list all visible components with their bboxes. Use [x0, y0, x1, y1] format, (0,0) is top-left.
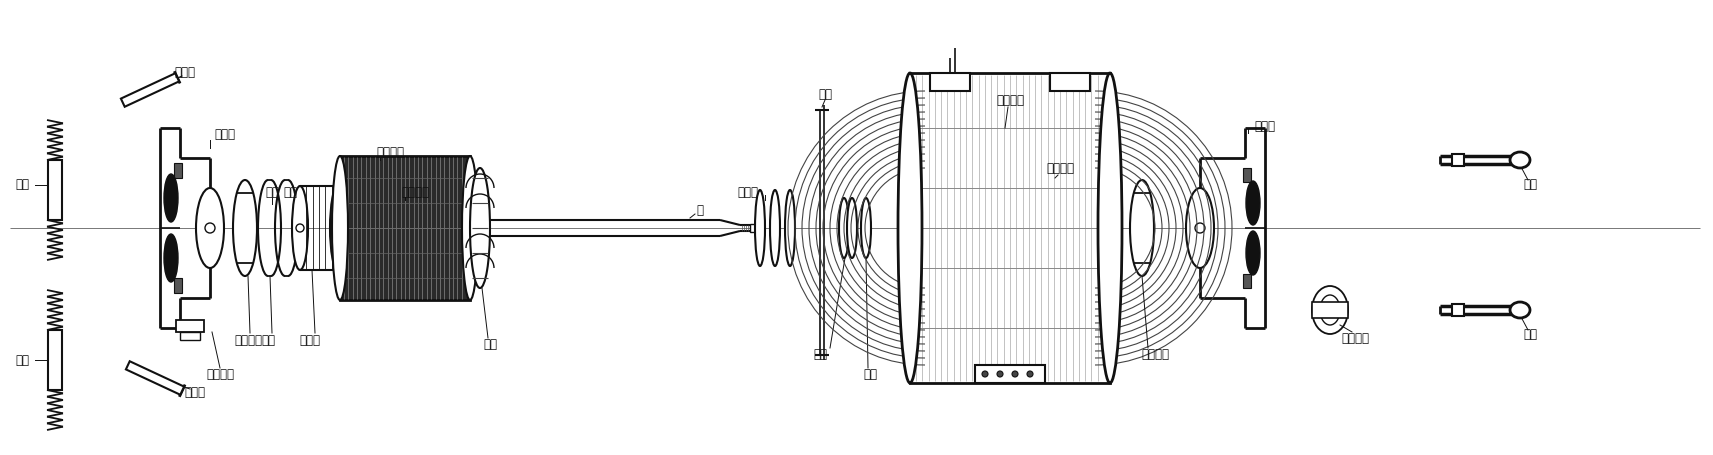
- Bar: [750, 224, 757, 232]
- Text: 后支架: 后支架: [214, 128, 235, 142]
- Bar: [339, 156, 469, 300]
- Text: 瓦垫: 瓦垫: [814, 349, 827, 362]
- Bar: [176, 320, 204, 332]
- Ellipse shape: [1312, 286, 1348, 334]
- Text: 螺钉: 螺钉: [1523, 178, 1537, 192]
- Text: 含油轴承: 含油轴承: [206, 369, 235, 381]
- Ellipse shape: [1245, 231, 1261, 275]
- Bar: [1244, 168, 1250, 182]
- Ellipse shape: [463, 156, 478, 300]
- Text: 螺钉: 螺钉: [1523, 329, 1537, 342]
- Bar: [175, 278, 182, 293]
- Bar: [48, 160, 62, 220]
- Ellipse shape: [332, 156, 348, 300]
- Text: 轴承压盖: 轴承压盖: [1141, 349, 1168, 362]
- Ellipse shape: [331, 186, 346, 270]
- Bar: [175, 163, 182, 178]
- Bar: [1453, 154, 1465, 166]
- Ellipse shape: [771, 190, 779, 266]
- Text: 碳刷: 碳刷: [15, 354, 29, 366]
- Ellipse shape: [469, 168, 490, 288]
- Ellipse shape: [898, 73, 922, 383]
- Text: 前支架: 前支架: [1254, 121, 1276, 133]
- Bar: [930, 73, 970, 91]
- Polygon shape: [127, 361, 183, 395]
- Ellipse shape: [296, 224, 303, 232]
- Ellipse shape: [1012, 371, 1018, 377]
- Text: 轴: 轴: [697, 203, 704, 217]
- Ellipse shape: [846, 198, 856, 258]
- Ellipse shape: [164, 174, 178, 222]
- Bar: [1244, 274, 1250, 288]
- Bar: [1453, 304, 1465, 316]
- Bar: [1312, 302, 1348, 318]
- Text: 定子芯片: 定子芯片: [995, 93, 1024, 106]
- Ellipse shape: [195, 188, 224, 268]
- Text: 接电片: 接电片: [185, 385, 206, 399]
- Text: 介子: 介子: [863, 369, 877, 381]
- Ellipse shape: [1028, 371, 1033, 377]
- Ellipse shape: [1509, 152, 1530, 168]
- Bar: [1050, 73, 1089, 91]
- Bar: [975, 365, 1045, 383]
- Text: 接电片: 接电片: [175, 66, 195, 79]
- Ellipse shape: [997, 371, 1004, 377]
- Ellipse shape: [862, 198, 870, 258]
- Text: 换向器: 换向器: [300, 334, 320, 347]
- Text: 钢介子: 钢介子: [738, 186, 759, 198]
- Ellipse shape: [982, 371, 988, 377]
- Ellipse shape: [839, 198, 850, 258]
- Ellipse shape: [1185, 188, 1215, 268]
- Text: 介子: 介子: [266, 186, 279, 198]
- Bar: [180, 332, 200, 340]
- Ellipse shape: [755, 190, 766, 266]
- Text: 含油轴承: 含油轴承: [1341, 332, 1369, 344]
- Ellipse shape: [1321, 295, 1340, 325]
- Ellipse shape: [1245, 181, 1261, 225]
- Text: 转子线圈: 转子线圈: [401, 186, 428, 198]
- Ellipse shape: [164, 234, 178, 282]
- Text: 转子芯片: 转子芯片: [375, 146, 404, 158]
- Text: 介子: 介子: [283, 186, 296, 198]
- Bar: [48, 330, 62, 390]
- Ellipse shape: [291, 186, 308, 270]
- Text: 碳刷: 碳刷: [15, 178, 29, 192]
- Polygon shape: [122, 73, 180, 107]
- Text: 介子: 介子: [260, 334, 276, 347]
- Text: 风叶: 风叶: [483, 339, 497, 352]
- Ellipse shape: [1131, 180, 1155, 276]
- Text: 轴承压盖: 轴承压盖: [235, 334, 262, 347]
- Ellipse shape: [785, 190, 795, 266]
- Ellipse shape: [1196, 223, 1204, 233]
- Text: 引线: 引线: [819, 89, 833, 101]
- Ellipse shape: [206, 223, 216, 233]
- Ellipse shape: [233, 180, 257, 276]
- Ellipse shape: [1098, 73, 1122, 383]
- Text: 定子线包: 定子线包: [1047, 162, 1074, 175]
- Bar: [910, 73, 1110, 383]
- Ellipse shape: [1509, 302, 1530, 318]
